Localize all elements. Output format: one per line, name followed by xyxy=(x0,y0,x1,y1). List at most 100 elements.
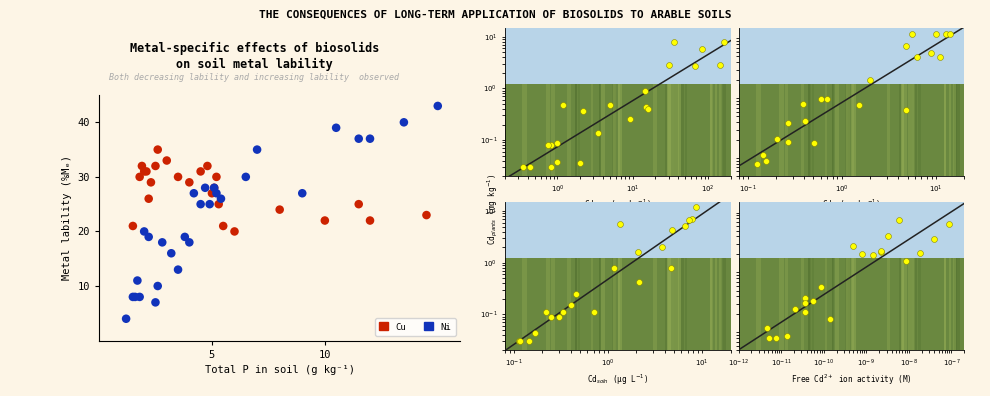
Point xyxy=(549,158,565,165)
Point xyxy=(143,179,158,185)
Point xyxy=(681,217,697,223)
Bar xyxy=(720,84,722,176)
Bar xyxy=(591,84,593,176)
Point xyxy=(612,221,628,228)
Point xyxy=(854,251,870,257)
Bar xyxy=(710,84,713,176)
Point xyxy=(125,294,141,300)
Point xyxy=(712,62,728,68)
Bar xyxy=(665,259,667,350)
Point xyxy=(204,190,220,196)
Bar xyxy=(720,259,722,350)
Bar xyxy=(956,84,959,176)
Point xyxy=(170,267,186,273)
Bar xyxy=(578,259,580,350)
Point xyxy=(749,161,765,167)
Point xyxy=(761,335,777,341)
Point xyxy=(873,248,889,254)
Point xyxy=(864,252,880,258)
Bar xyxy=(808,84,811,176)
Bar xyxy=(954,259,957,350)
Point xyxy=(148,299,163,306)
Point xyxy=(540,142,555,148)
Bar xyxy=(612,259,615,350)
Bar xyxy=(833,259,835,350)
Bar xyxy=(812,84,814,176)
Point xyxy=(209,174,225,180)
Bar xyxy=(618,84,622,176)
Bar xyxy=(721,259,724,350)
Point xyxy=(141,234,156,240)
Bar xyxy=(812,259,814,350)
Bar xyxy=(755,259,760,350)
Point xyxy=(758,325,774,331)
Bar xyxy=(779,84,784,176)
Bar xyxy=(578,84,580,176)
Point xyxy=(912,250,928,256)
Bar xyxy=(665,84,667,176)
Bar xyxy=(601,84,606,176)
Bar xyxy=(914,84,918,176)
Bar xyxy=(948,84,950,176)
Bar xyxy=(522,84,527,176)
Bar xyxy=(835,84,840,176)
Point xyxy=(362,135,378,142)
Point xyxy=(548,140,564,146)
Bar xyxy=(618,259,622,350)
Point xyxy=(664,227,680,233)
Bar xyxy=(567,259,571,350)
Point xyxy=(132,294,148,300)
Point xyxy=(362,217,378,224)
Point xyxy=(641,106,656,112)
Bar xyxy=(739,84,964,176)
Bar xyxy=(674,259,679,350)
Point xyxy=(602,102,618,109)
Point xyxy=(154,239,170,246)
Bar xyxy=(667,259,670,350)
Y-axis label: Metal lability (%Mₑ): Metal lability (%Mₑ) xyxy=(62,155,72,280)
Point xyxy=(660,62,676,69)
Bar xyxy=(685,259,687,350)
Point xyxy=(939,30,954,37)
Point xyxy=(139,168,154,175)
Bar xyxy=(901,84,904,176)
Point xyxy=(822,316,838,322)
Point xyxy=(891,217,907,223)
Bar xyxy=(567,84,571,176)
Bar xyxy=(615,84,616,176)
Bar xyxy=(599,84,600,176)
Bar xyxy=(667,84,670,176)
Bar xyxy=(943,259,946,350)
Point xyxy=(933,53,948,60)
Point xyxy=(202,201,218,208)
Point xyxy=(396,119,412,126)
Bar xyxy=(899,84,901,176)
Point xyxy=(127,294,143,300)
Point xyxy=(213,196,229,202)
Bar xyxy=(846,259,849,350)
Bar xyxy=(801,259,805,350)
Bar xyxy=(710,259,713,350)
Point xyxy=(941,30,957,37)
Bar xyxy=(680,84,684,176)
Bar xyxy=(674,84,679,176)
Point xyxy=(631,279,646,286)
Bar xyxy=(721,84,724,176)
Point xyxy=(148,163,163,169)
Bar xyxy=(833,259,834,350)
Point xyxy=(512,338,528,345)
Bar xyxy=(678,259,681,350)
Point xyxy=(654,244,670,251)
Bar xyxy=(653,259,656,350)
Bar xyxy=(715,259,717,350)
X-axis label: Cd$_{total}$ (mg kg$^{-1}$): Cd$_{total}$ (mg kg$^{-1}$) xyxy=(584,198,651,212)
Point xyxy=(206,185,222,191)
Point xyxy=(329,125,345,131)
Point xyxy=(898,258,914,264)
Point xyxy=(586,308,602,315)
Bar xyxy=(919,259,921,350)
Point xyxy=(215,223,231,229)
Point xyxy=(249,147,265,153)
Bar xyxy=(710,259,713,350)
Point xyxy=(694,46,710,52)
